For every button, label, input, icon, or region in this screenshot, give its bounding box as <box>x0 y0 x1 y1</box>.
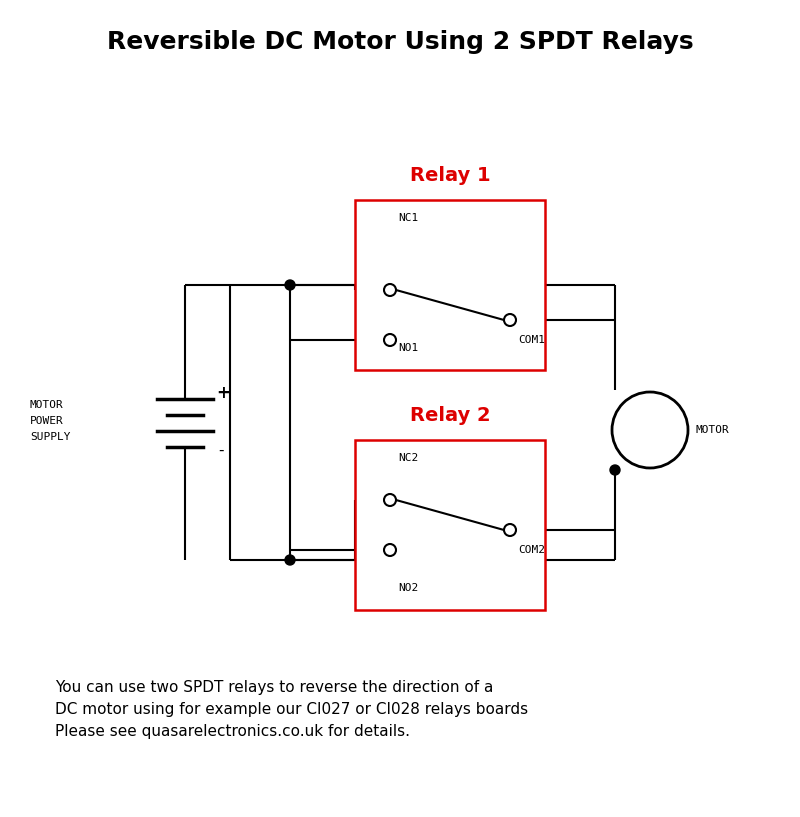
Text: MOTOR: MOTOR <box>30 400 64 409</box>
Text: You can use two SPDT relays to reverse the direction of a: You can use two SPDT relays to reverse t… <box>55 680 494 695</box>
Circle shape <box>612 392 688 468</box>
Circle shape <box>384 334 396 346</box>
Text: Relay 1: Relay 1 <box>410 166 490 185</box>
Text: NO2: NO2 <box>398 583 418 593</box>
Circle shape <box>610 465 620 475</box>
Text: +: + <box>216 383 230 401</box>
Text: DC motor using for example our CI027 or CI028 relays boards: DC motor using for example our CI027 or … <box>55 702 528 717</box>
Bar <box>355 440 545 610</box>
Text: NC1: NC1 <box>398 213 418 223</box>
Bar <box>355 200 545 370</box>
Text: NC2: NC2 <box>398 453 418 463</box>
Text: -: - <box>218 443 224 458</box>
Text: COM2: COM2 <box>518 545 545 555</box>
Text: Reversible DC Motor Using 2 SPDT Relays: Reversible DC Motor Using 2 SPDT Relays <box>106 30 694 54</box>
Text: Please see quasarelectronics.co.uk for details.: Please see quasarelectronics.co.uk for d… <box>55 724 410 739</box>
Circle shape <box>285 555 295 565</box>
Text: NO1: NO1 <box>398 343 418 353</box>
Circle shape <box>504 524 516 536</box>
Text: SUPPLY: SUPPLY <box>30 431 70 441</box>
Text: COM1: COM1 <box>518 335 545 345</box>
Text: Relay 2: Relay 2 <box>410 405 490 425</box>
Circle shape <box>384 544 396 556</box>
Circle shape <box>384 494 396 506</box>
Circle shape <box>285 280 295 290</box>
Text: MOTOR: MOTOR <box>696 425 730 435</box>
Circle shape <box>504 314 516 326</box>
Text: POWER: POWER <box>30 416 64 426</box>
Circle shape <box>384 284 396 296</box>
